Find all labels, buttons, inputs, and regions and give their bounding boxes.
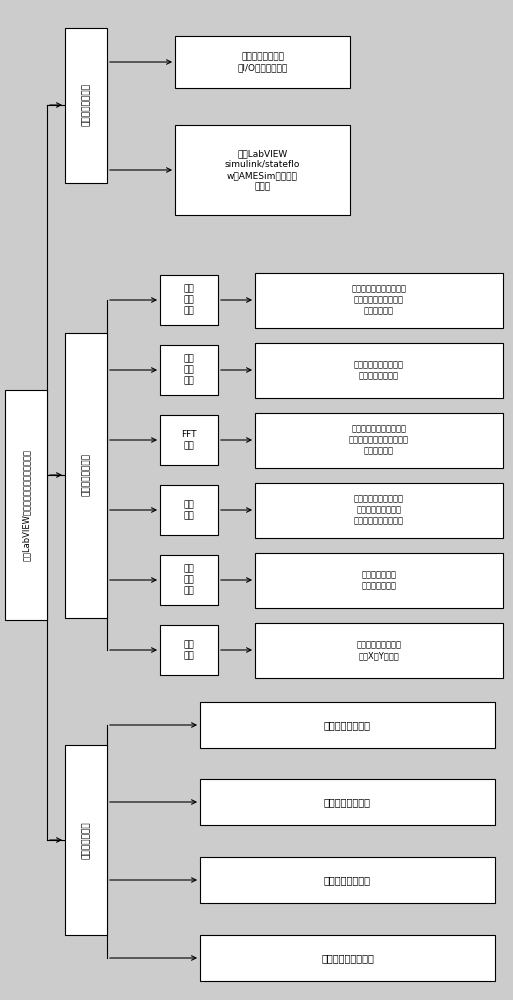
Bar — [255, 553, 503, 608]
Text: 力测量传感器标定设: 力测量传感器标定设 — [321, 953, 374, 963]
Text: 数据
保存
回放: 数据 保存 回放 — [184, 284, 194, 316]
Bar — [200, 935, 495, 981]
Bar — [160, 625, 218, 675]
Bar — [160, 485, 218, 535]
Text: 频率
特性
分析: 频率 特性 分析 — [184, 354, 194, 386]
Text: FFT
频谱: FFT 频谱 — [181, 430, 197, 450]
Bar — [255, 483, 503, 538]
Bar — [5, 390, 47, 620]
Bar — [160, 275, 218, 325]
Text: 传感器标定模块: 传感器标定模块 — [82, 821, 90, 859]
Text: 位尺传感器标定设: 位尺传感器标定设 — [324, 720, 371, 730]
Text: 信号
参数
测量: 信号 参数 测量 — [184, 564, 194, 596]
Bar — [200, 779, 495, 825]
Text: 动车或员数据幅频特性
动行数据幅频特性: 动车或员数据幅频特性 动行数据幅频特性 — [354, 360, 404, 380]
Text: 密谱信号功率谱密度、频
密谱、功率谱密度、功率谱
密度数数重量: 密谱信号功率谱密度、频 密谱、功率谱密度、功率谱 密度数数重量 — [349, 424, 409, 456]
Bar — [160, 345, 218, 395]
Text: 硬件设备参数与硬
件I/O配置定义系统: 硬件设备参数与硬 件I/O配置定义系统 — [238, 52, 288, 72]
Bar — [65, 745, 107, 935]
Bar — [255, 623, 503, 678]
Bar — [65, 333, 107, 618]
Text: 控制算法导入模块: 控制算法导入模块 — [82, 84, 90, 126]
Text: 位移传感器标定设: 位移传感器标定设 — [324, 875, 371, 885]
Bar — [175, 125, 350, 215]
Text: 兼容LabVIEW
simulink/stateflo
w、AMESim数以控制
块模型: 兼容LabVIEW simulink/stateflo w、AMESim数以控制… — [225, 149, 300, 191]
Bar — [65, 28, 107, 183]
Bar — [160, 555, 218, 605]
Text: 测控系统监测模块: 测控系统监测模块 — [82, 454, 90, 496]
Text: 生相应的实时数据数据及
生成实验数据库报信息
数据数据报报: 生相应的实时数据数据及 生成实验数据库报信息 数据数据报报 — [351, 284, 406, 316]
Bar — [160, 415, 218, 465]
Text: 设置滤波数据类型、拓
素、结构、处理上频
率、数据存数据统参数: 设置滤波数据类型、拓 素、结构、处理上频 率、数据存数据统参数 — [354, 494, 404, 526]
Bar — [200, 702, 495, 748]
Text: 设置信号幅值中采采
设置X，Y基准距: 设置信号幅值中采采 设置X，Y基准距 — [357, 640, 402, 660]
Text: 滤波
设置: 滤波 设置 — [184, 500, 194, 520]
Text: 速度传感器标定设: 速度传感器标定设 — [324, 797, 371, 807]
Text: 测量中置量、均
值、峰值统参数: 测量中置量、均 值、峰值统参数 — [362, 570, 397, 590]
Text: 波形
浏览: 波形 浏览 — [184, 640, 194, 660]
Text: 基于LabVIEW的主动悬挂台架试验测控系统: 基于LabVIEW的主动悬挂台架试验测控系统 — [22, 449, 30, 561]
Bar — [255, 413, 503, 468]
Bar — [255, 273, 503, 328]
Bar — [200, 857, 495, 903]
Bar — [175, 36, 350, 88]
Bar — [255, 343, 503, 398]
